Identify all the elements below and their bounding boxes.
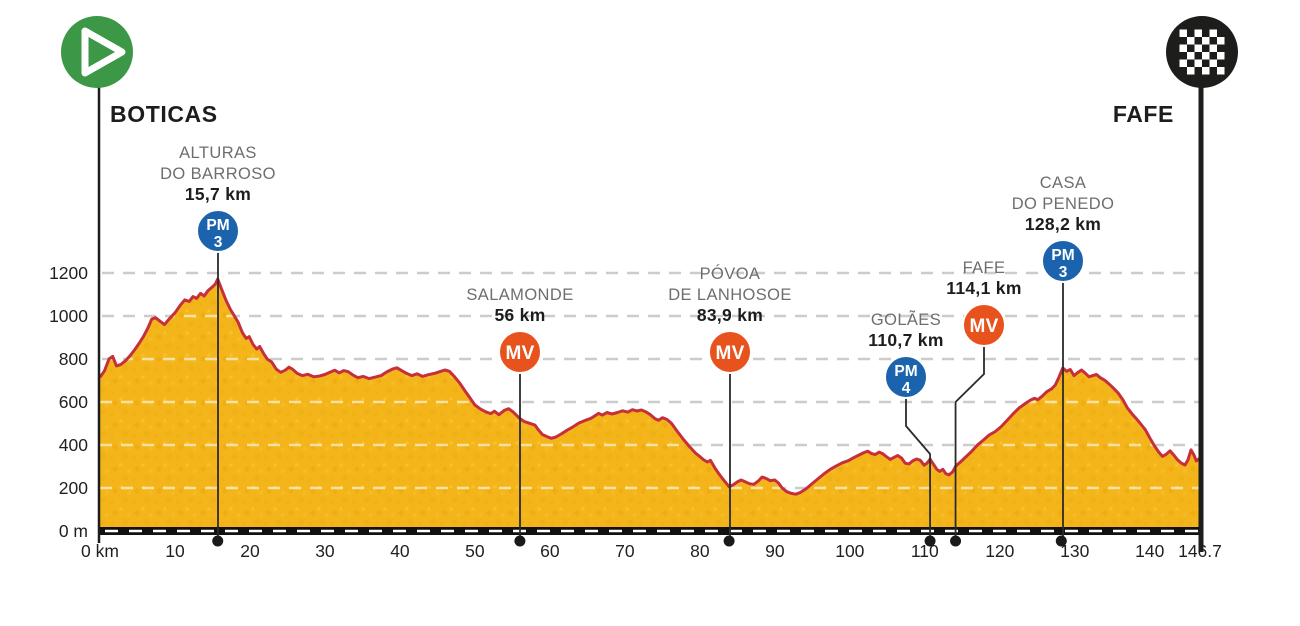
x-axis-label: 130 [1060, 541, 1089, 561]
checker-square [1187, 52, 1195, 60]
y-axis-label: 400 [59, 435, 88, 455]
marker-name-label: ALTURAS [179, 144, 257, 162]
marker-distance-label: 15,7 km [185, 184, 251, 204]
x-axis-label: 10 [165, 541, 185, 561]
checker-square [1179, 44, 1187, 52]
start-label: BOTICAS [110, 101, 218, 127]
road-band [99, 527, 1203, 535]
badge-number: 3 [1059, 264, 1068, 281]
marker-axis-dot [924, 535, 936, 547]
marker-distance-label: 128,2 km [1025, 214, 1101, 234]
y-axis-label: 800 [59, 349, 88, 369]
endpoints: BOTICAS FAFE [61, 16, 1238, 552]
y-axis-label: 1200 [49, 263, 88, 283]
elevation-line [98, 277, 1201, 496]
x-axis-label: 120 [985, 541, 1014, 561]
marker-name-label: SALAMONDE [466, 286, 573, 304]
checker-square [1187, 37, 1195, 45]
finish-label: FAFE [1113, 101, 1174, 127]
marker-axis-dot [212, 535, 224, 547]
x-axis-label: 140 [1135, 541, 1164, 561]
checker-square [1209, 44, 1217, 52]
checker-square [1209, 59, 1217, 67]
sprint-badge [708, 330, 752, 374]
y-axis-label: 1000 [49, 306, 88, 326]
marker-distance-label: 114,1 km [946, 278, 1021, 298]
checker-square [1202, 67, 1210, 75]
badge-text: PM [1051, 247, 1074, 264]
x-axis-label: 60 [540, 541, 560, 561]
marker-name-label: DE LANHOSOE [668, 286, 792, 304]
x-axis-label: 30 [315, 541, 335, 561]
y-axis-label: 600 [59, 392, 88, 412]
elevation-profile [98, 277, 1201, 535]
mountain-pass-badge [1041, 239, 1085, 283]
y-axis-label: 0 m [59, 521, 88, 541]
marker-axis-dot [950, 535, 962, 547]
marker-name-label: DO BARROSO [160, 165, 276, 183]
elevation-area [100, 279, 1200, 535]
checker-square [1194, 44, 1202, 52]
checker-square [1209, 29, 1217, 37]
axis-labels: 1200 1000 800 600 400 200 0 m0 km 10 20 30 40 50 60 7… [49, 263, 1222, 561]
marker-name-label: FAFE [963, 259, 1006, 277]
sprint-badge [962, 303, 1006, 347]
climb-marker: MV 83,9 km PÓVOA DE LANHOSOE [668, 264, 792, 547]
marker-name-label: GOLÃES [871, 309, 941, 329]
x-axis-label: 40 [390, 541, 410, 561]
marker-connector-line [905, 398, 931, 538]
badge-text: MV [505, 343, 534, 364]
marker-distance-label: 83,9 km [697, 305, 763, 325]
marker-name-label: DO PENEDO [1012, 195, 1115, 213]
x-axis-label: 100 [835, 541, 864, 561]
x-axis-label: 20 [240, 541, 260, 561]
badge-text: MV [715, 343, 744, 364]
badge-text: PM [206, 217, 229, 234]
x-axis-label: 70 [615, 541, 635, 561]
checker-square [1179, 29, 1187, 37]
checker-square [1217, 67, 1225, 75]
marker-connector-line [954, 346, 985, 538]
marker-distance-label: 110,7 km [868, 330, 943, 350]
climb-marker: PM3 128,2 km CASA DO PENEDO [1012, 174, 1115, 547]
checkered-pattern-icon [1179, 29, 1225, 75]
marker-axis-dot [514, 535, 526, 547]
x-axis-label: 110 [911, 541, 939, 561]
badge-number: 3 [214, 234, 223, 251]
badge-text: PM [894, 363, 917, 380]
y-axis-label: 200 [59, 478, 88, 498]
climb-marker: PM3 15,7 km ALTURAS DO BARROSO [160, 144, 276, 547]
sprint-badge [498, 330, 542, 374]
checker-square [1217, 52, 1225, 60]
checker-square [1202, 37, 1210, 45]
marker-axis-dot [1055, 535, 1067, 547]
checker-square [1187, 67, 1195, 75]
checker-square [1179, 59, 1187, 67]
x-axis-label: 80 [690, 541, 710, 561]
mountain-pass-badge [884, 355, 928, 399]
checker-square [1217, 37, 1225, 45]
baseline-road [99, 527, 1203, 535]
badge-number: 4 [902, 380, 911, 397]
marker-name-label: PÓVOA [700, 264, 761, 283]
badge-text: MV [969, 316, 998, 337]
x-axis-label: 50 [465, 541, 485, 561]
marker-distance-label: 56 km [494, 305, 545, 325]
checker-square [1194, 29, 1202, 37]
marker-axis-dot [723, 535, 735, 547]
x-axis-label: 90 [765, 541, 785, 561]
marker-name-label: CASA [1040, 174, 1087, 192]
mountain-pass-badge [196, 209, 240, 253]
checker-square [1202, 52, 1210, 60]
x-axis-label: 0 km [81, 541, 119, 561]
play-triangle-icon [81, 27, 126, 77]
checker-square [1194, 59, 1202, 67]
